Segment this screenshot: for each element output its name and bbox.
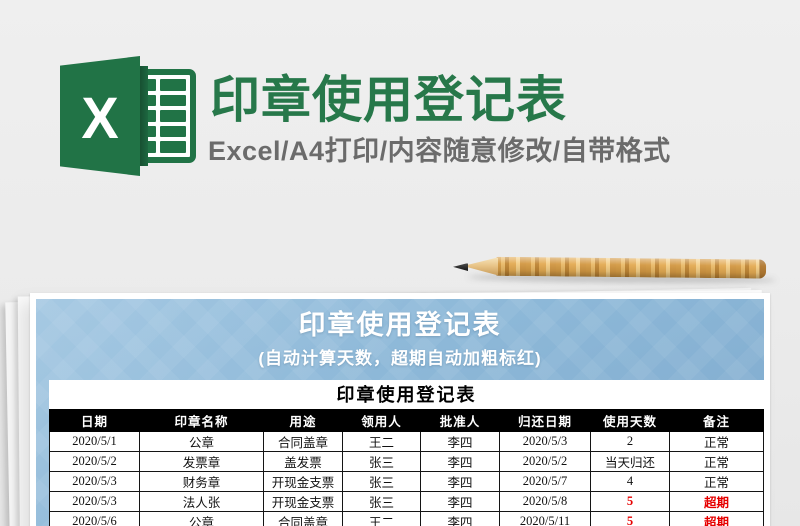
table-cell: 李四 bbox=[420, 471, 500, 492]
table-cell: 李四 bbox=[420, 511, 500, 526]
table-cell: 公章 bbox=[139, 511, 264, 526]
table-cell: 2020/5/8 bbox=[499, 491, 591, 512]
table-cell: 5 bbox=[590, 491, 670, 512]
column-header: 印章名称 bbox=[139, 409, 264, 432]
table-cell: 超期 bbox=[669, 511, 764, 526]
pencil-graphite-tip bbox=[453, 263, 468, 271]
table-row: 2020/5/2 发票章 盖发票 张三 李四 2020/5/2 当天归还 正常 bbox=[49, 451, 764, 472]
table-cell: 财务章 bbox=[139, 471, 264, 492]
table-cell: 5 bbox=[590, 511, 670, 526]
table-cell: 2020/5/3 bbox=[49, 491, 140, 512]
table-cell: 4 bbox=[590, 471, 670, 492]
table-cell: 2020/5/11 bbox=[499, 511, 591, 526]
table-cell: 2 bbox=[590, 431, 670, 452]
excel-logo-icon: X bbox=[58, 54, 200, 178]
table-cell: 开现金支票 bbox=[263, 471, 343, 492]
column-header: 日期 bbox=[49, 409, 140, 432]
excel-x-letter: X bbox=[81, 83, 119, 151]
column-header: 领用人 bbox=[342, 409, 421, 432]
table-row: 2020/5/1 公章 合同盖章 王二 李四 2020/5/3 2 正常 bbox=[49, 431, 764, 452]
table-cell: 王二 bbox=[342, 511, 421, 526]
banner-title: 印章使用登记表 bbox=[298, 309, 502, 340]
table-cell: 当天归还 bbox=[590, 451, 670, 472]
table-cell: 公章 bbox=[139, 431, 264, 452]
table-cell: 张三 bbox=[342, 471, 421, 492]
table-cell: 2020/5/6 bbox=[49, 511, 140, 526]
table-cell: 2020/5/1 bbox=[49, 431, 140, 452]
column-header: 备注 bbox=[669, 409, 764, 432]
table-cell: 张三 bbox=[342, 451, 421, 472]
table-cell: 李四 bbox=[420, 431, 500, 452]
table-cell: 王二 bbox=[342, 431, 421, 452]
page-title: 印章使用登记表 bbox=[210, 72, 567, 128]
table-cell: 2020/5/7 bbox=[499, 471, 591, 492]
table-cell: 李四 bbox=[420, 451, 500, 472]
table-cell: 2020/5/3 bbox=[499, 431, 591, 452]
seal-register-table: 日期 印章名称 用途 领用人 批准人 归还日期 使用天数 备注 2020/5/1 公章 合同盖章王… bbox=[49, 409, 764, 526]
table-row: 2020/5/3 法人张 开现金支票 张三 李四 2020/5/8 5 超期 bbox=[49, 491, 764, 512]
excel-logo-flag: X bbox=[60, 56, 140, 176]
page-subtitle: Excel/A4打印/内容随意修改/自带格式 bbox=[208, 136, 671, 166]
column-header: 批准人 bbox=[420, 409, 500, 432]
table-cell: 正常 bbox=[669, 471, 764, 492]
pencil-body bbox=[495, 256, 767, 279]
table-cell: 2020/5/3 bbox=[49, 471, 140, 492]
table-header-row: 日期 印章名称 用途 领用人 批准人 归还日期 使用天数 备注 bbox=[49, 409, 764, 432]
column-header: 用途 bbox=[263, 409, 343, 432]
table-cell: 李四 bbox=[420, 491, 500, 512]
table-cell: 法人张 bbox=[139, 491, 264, 512]
table-cell: 超期 bbox=[669, 491, 764, 512]
table-title: 印章使用登记表 bbox=[336, 385, 477, 405]
table-cell: 盖发票 bbox=[263, 451, 343, 472]
table-cell: 发票章 bbox=[139, 451, 264, 472]
table-cell: 2020/5/2 bbox=[49, 451, 140, 472]
table-cell: 合同盖章 bbox=[263, 431, 343, 452]
column-header: 归还日期 bbox=[499, 409, 591, 432]
column-header: 使用天数 bbox=[590, 409, 670, 432]
table-panel: 印章使用登记表 日期 印章名称 用途 领用人 批准人 归还日期 使用天数 备注 2020/5/… bbox=[49, 380, 764, 526]
table-cell: 2020/5/2 bbox=[499, 451, 591, 472]
table-row: 2020/5/3 财务章 开现金支票 张三 李四 2020/5/7 4 正常 bbox=[49, 471, 764, 492]
table-cell: 正常 bbox=[669, 451, 764, 472]
table-cell: 张三 bbox=[342, 491, 421, 512]
worksheet-background: 印章使用登记表 (自动计算天数，超期自动加粗标红) 印章使用登记表 日期 印章名称… bbox=[36, 299, 764, 526]
pencil-icon bbox=[452, 255, 776, 288]
pencil-sharpened-wood bbox=[463, 257, 498, 275]
table-cell: 开现金支票 bbox=[263, 491, 343, 512]
table-row: 2020/5/6 公章 合同盖章 王二 李四 2020/5/11 5 超期 bbox=[49, 511, 764, 526]
worksheet-preview: 印章使用登记表 (自动计算天数，超期自动加粗标红) 印章使用登记表 日期 印章名称… bbox=[30, 293, 770, 526]
table-cell: 合同盖章 bbox=[263, 511, 343, 526]
worksheet-banner: 印章使用登记表 (自动计算天数，超期自动加粗标红) bbox=[36, 299, 764, 380]
table-cell: 正常 bbox=[669, 431, 764, 452]
banner-subtitle: (自动计算天数，超期自动加粗标红) bbox=[258, 349, 542, 369]
